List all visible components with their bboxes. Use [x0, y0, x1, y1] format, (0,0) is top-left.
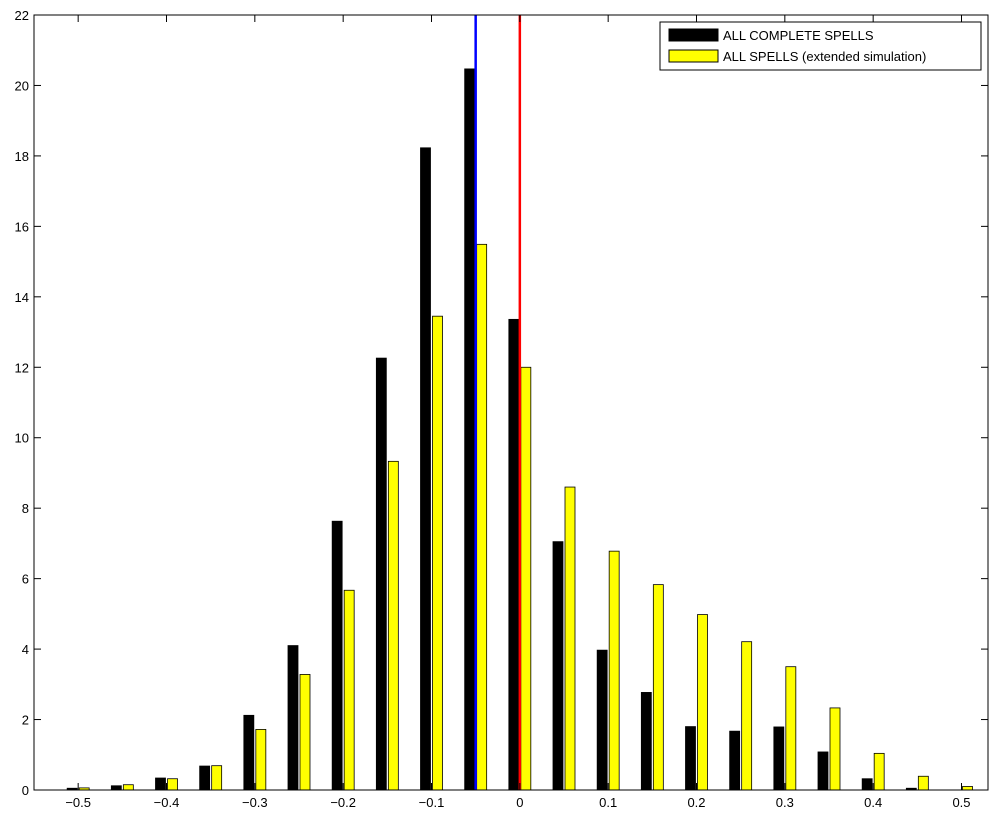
x-tick-label: −0.1 — [419, 795, 445, 810]
bar-all-spells-2 — [167, 778, 178, 791]
bar-complete-spells-17 — [817, 751, 829, 791]
bar-complete-spells-4 — [243, 714, 255, 791]
y-tick-label: 4 — [22, 642, 29, 657]
bar-all-spells-5 — [299, 674, 311, 791]
y-tick-label: 18 — [15, 149, 29, 164]
plot-frame — [33, 14, 989, 791]
bar-complete-spells-7 — [375, 357, 387, 791]
x-axis-ticks: −0.5 −0.4 −0.3 −0.2 −0.1 0 0.1 0.2 0.3 0.4 0.5 — [65, 15, 971, 810]
bar-complete-spells-6 — [331, 520, 343, 791]
bar-complete-spells-8 — [420, 147, 431, 791]
x-tick-label: −0.2 — [330, 795, 356, 810]
x-tick-label: 0.5 — [952, 795, 970, 810]
y-tick-label: 22 — [15, 8, 29, 23]
bar-complete-spells-9 — [464, 68, 476, 791]
x-tick-label: 0.2 — [687, 795, 705, 810]
bar-all-spells-4 — [255, 729, 267, 791]
bar-complete-spells-14 — [685, 726, 696, 791]
bar-all-spells-14 — [697, 614, 708, 791]
y-tick-label: 6 — [22, 572, 29, 587]
bar-all-spells-12 — [608, 550, 620, 791]
bar-complete-spells-10 — [508, 318, 520, 791]
bar-complete-spells-13 — [640, 692, 652, 791]
legend-label-complete-spells: ALL COMPLETE SPELLS — [723, 28, 874, 43]
bar-all-spells-11 — [564, 486, 576, 791]
x-tick-label: 0.3 — [776, 795, 794, 810]
reference-lines-group — [474, 15, 522, 790]
legend-swatch-all-spells — [668, 49, 719, 63]
bar-all-spells-10 — [520, 366, 532, 791]
y-tick-label: 2 — [22, 713, 29, 728]
bar-complete-spells-15 — [729, 730, 741, 791]
y-tick-label: 12 — [15, 360, 29, 375]
bar-complete-spells-2 — [155, 777, 166, 791]
x-tick-label: −0.4 — [154, 795, 180, 810]
bar-complete-spells-18 — [861, 778, 873, 791]
y-tick-label: 20 — [15, 78, 29, 93]
bar-all-spells-16 — [785, 666, 797, 791]
bar-all-spells-1 — [122, 784, 134, 791]
bar-all-spells-17 — [829, 707, 841, 791]
bar-complete-spells-5 — [287, 645, 299, 791]
bar-complete-spells-11 — [552, 541, 564, 791]
bar-all-spells-3 — [211, 765, 223, 791]
bar-all-spells-9 — [476, 243, 488, 791]
bar-all-spells-18 — [873, 752, 885, 791]
bar-all-spells-6 — [343, 589, 355, 791]
x-tick-label: 0.1 — [599, 795, 617, 810]
bar-complete-spells-1 — [110, 785, 122, 791]
y-tick-label: 10 — [15, 431, 29, 446]
y-tick-label: 8 — [22, 501, 29, 516]
legend-label-all-spells: ALL SPELLS (extended simulation) — [723, 49, 926, 64]
y-tick-label: 14 — [15, 290, 29, 305]
legend: ALL COMPLETE SPELLS ALL SPELLS (extended… — [659, 21, 982, 71]
bar-all-spells-20 — [962, 786, 973, 791]
bar-all-spells-8 — [432, 315, 443, 791]
x-tick-label: −0.3 — [242, 795, 268, 810]
bar-all-spells-15 — [741, 641, 753, 791]
y-tick-label: 16 — [15, 219, 29, 234]
x-tick-label: −0.5 — [65, 795, 91, 810]
bar-all-spells-7 — [387, 460, 399, 791]
x-tick-label: 0.4 — [864, 795, 882, 810]
bar-all-spells-13 — [652, 584, 664, 791]
x-tick-label: 0 — [516, 795, 523, 810]
bar-complete-spells-12 — [596, 649, 608, 791]
legend-swatch-complete-spells — [668, 28, 719, 42]
y-tick-label: 0 — [22, 783, 29, 798]
y-axis-ticks: 0 2 4 6 8 10 12 14 16 18 20 22 — [15, 8, 988, 798]
bar-complete-spells-3 — [199, 765, 211, 791]
bar-all-spells-19 — [917, 775, 929, 791]
bar-complete-spells-16 — [773, 726, 785, 791]
